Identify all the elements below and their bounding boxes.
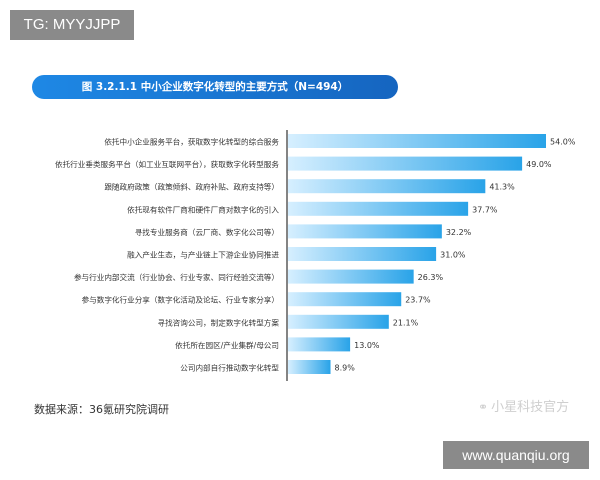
- bar: [288, 134, 546, 148]
- value-label: 31.0%: [440, 251, 466, 260]
- bar: [288, 247, 437, 261]
- value-label: 37.7%: [472, 205, 498, 214]
- watermark: ⚭ 小星科技官方: [478, 396, 569, 415]
- bar: [288, 224, 442, 239]
- value-label: 54.0%: [550, 138, 576, 147]
- data-source-note: 数据来源：36氪研究院调研: [34, 403, 169, 416]
- bar: [288, 269, 414, 284]
- bar: [288, 179, 486, 194]
- category-label: 寻找专业服务商（云厂商、数字化公司等）: [135, 227, 279, 237]
- value-label: 32.2%: [446, 228, 472, 237]
- category-label: 寻找咨询公司，制定数字化转型方案: [158, 317, 280, 327]
- value-label: 26.3%: [418, 273, 444, 282]
- bar: [288, 292, 402, 307]
- value-label: 49.0%: [526, 160, 552, 169]
- watermark-text: 小星科技官方: [491, 400, 570, 415]
- category-label: 公司内部自行推动数字化转型: [180, 363, 279, 373]
- bar: [288, 201, 469, 216]
- category-label: 依托中小企业服务平台，获取数字化转型的综合服务: [104, 137, 279, 147]
- tg-overlay-tag: TG: MYYJJPP: [10, 10, 134, 40]
- category-label: 跟随政府政策（政策倾斜、政府补贴、政府支持等）: [104, 182, 279, 192]
- value-label: 41.3%: [489, 183, 515, 192]
- category-label: 依托行业垂类服务平台（如工业互联网平台），获取数字化转型服务: [55, 159, 279, 169]
- value-label: 13.0%: [354, 341, 380, 350]
- url-overlay-tag: www.quanqiu.org: [443, 441, 589, 469]
- category-label: 融入产业生态，与产业链上下游企业协同推进: [127, 250, 279, 260]
- category-label: 依托所在园区/产业集群/母公司: [175, 340, 279, 350]
- category-label: 参与行业内部交流（行业协会、行业专家、同行经验交流等）: [74, 272, 279, 282]
- weibo-icon: ⚭: [478, 400, 489, 414]
- bar: [288, 314, 389, 329]
- category-label: 参与数字化行业分享（数字化活动及论坛、行业专家分享）: [82, 295, 279, 305]
- value-label: 8.9%: [335, 364, 356, 373]
- category-label: 依托现有软件厂商和硬件厂商对数字化的引入: [127, 204, 279, 214]
- bar: [288, 360, 331, 374]
- value-label: 23.7%: [405, 296, 431, 305]
- value-label: 21.1%: [393, 318, 419, 327]
- bar: [288, 337, 351, 352]
- bar: [288, 156, 523, 171]
- chart-title: 图 3.2.1.1 中小企业数字化转型的主要方式（N=494）: [32, 75, 398, 99]
